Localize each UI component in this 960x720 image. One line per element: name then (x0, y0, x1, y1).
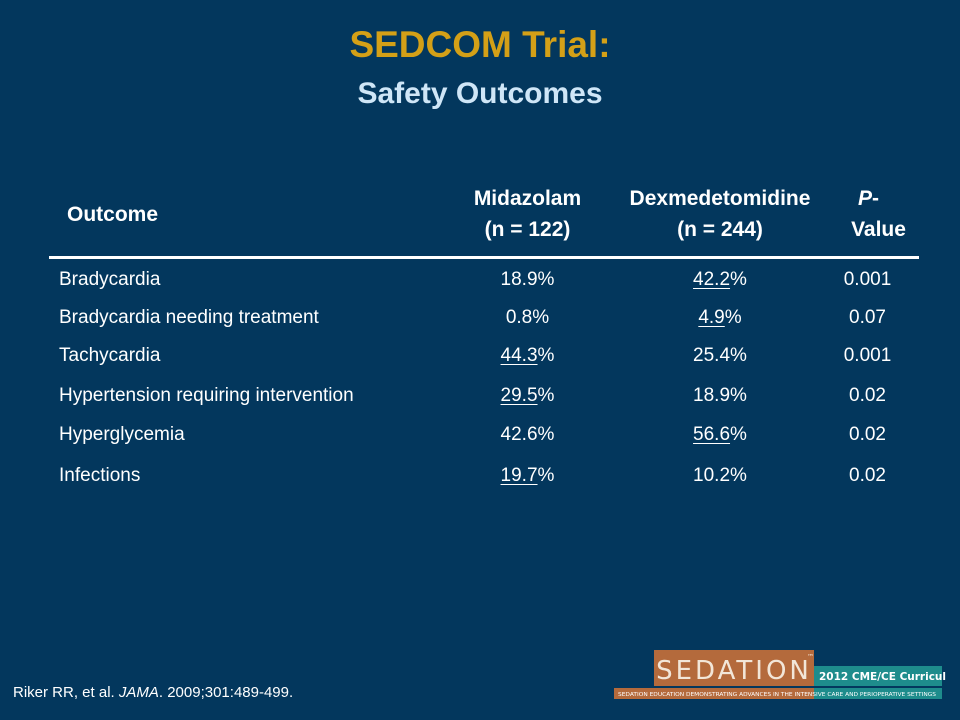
cell-dexmedetomidine-percent: % (730, 465, 747, 486)
header-dexmedetomidine: Dexmedetomidine (n = 244) (620, 183, 820, 245)
cell-dexmedetomidine-percent: % (730, 385, 747, 406)
logo-tagline-box-left (614, 688, 814, 699)
header-rule (49, 256, 919, 259)
cell-midazolam: 18.9% (440, 265, 615, 295)
citation-journal: JAMA (118, 684, 159, 701)
logo-tag-text: 2012 CME/CE Curriculum (819, 671, 946, 683)
table-row: Bradycardia needing treatment 0.8% 4.9% 0.0… (0, 303, 960, 333)
cell-p-value: 0.07 (849, 307, 886, 328)
header-outcome: Outcome (67, 203, 159, 226)
table-row: Hypertension requiring intervention 29.5%… (0, 381, 960, 411)
cell-outcome: Bradycardia (59, 269, 161, 290)
citation-details: . 2009;301:489-499. (158, 684, 294, 701)
cell-dexmedetomidine: 56.6% (620, 420, 820, 450)
cell-dexmedetomidine-number: 18.9 (693, 385, 731, 406)
cell-midazolam-number: 19.7 (500, 465, 538, 486)
cell-dexmedetomidine: 4.9% (620, 303, 820, 333)
cell-midazolam-percent: % (537, 465, 555, 486)
cell-midazolam: 44.3% (440, 341, 615, 371)
cell-midazolam-percent: % (537, 345, 555, 366)
logo-tag-box (814, 666, 942, 686)
cell-dexmedetomidine-number: 25.4 (693, 345, 731, 366)
cell-midazolam: 29.5% (440, 381, 615, 411)
cell-midazolam-number: 0.8 (505, 307, 533, 328)
table-row: Tachycardia 44.3% 25.4% 0.001 (0, 341, 960, 371)
cell-dexmedetomidine: 18.9% (620, 381, 820, 411)
cell-p-value: 0.02 (849, 465, 886, 486)
cell-dexmedetomidine-number: 56.6 (693, 424, 731, 445)
cell-dexmedetomidine: 10.2% (620, 461, 820, 491)
cell-dexmedetomidine-number: 10.2 (693, 465, 731, 486)
cell-dexmedetomidine-percent: % (730, 424, 747, 445)
citation-authors: Riker RR, et al. (13, 684, 119, 701)
cell-midazolam: 0.8% (440, 303, 615, 333)
cell-midazolam-percent: % (532, 307, 550, 328)
cell-midazolam-percent: % (537, 269, 555, 290)
cell-midazolam-number: 44.3 (500, 345, 538, 366)
cell-p-value: 0.02 (849, 424, 886, 445)
cell-p-value: 0.001 (843, 269, 892, 290)
logo-tagline-box-right (814, 688, 942, 699)
header-midazolam-name: Midazolam (473, 187, 582, 210)
cell-dexmedetomidine-percent: % (730, 269, 747, 290)
cell-midazolam-number: 29.5 (500, 385, 538, 406)
cell-dexmedetomidine-percent: % (730, 345, 747, 366)
header-midazolam-n: (n = 122) (484, 218, 571, 241)
cell-dexmedetomidine: 25.4% (620, 341, 820, 371)
header-dex-n: (n = 244) (677, 218, 763, 241)
cell-midazolam-percent: % (537, 385, 555, 406)
cell-midazolam-number: 42.6 (500, 424, 538, 445)
table-row: Bradycardia 18.9% 42.2% 0.001 (0, 265, 960, 295)
cell-dexmedetomidine-percent: % (724, 307, 742, 328)
cell-outcome: Bradycardia needing treatment (59, 307, 319, 328)
logo-brand-box (654, 650, 814, 686)
header-p-value: P- Value (828, 183, 923, 245)
cell-p-value: 0.02 (849, 385, 886, 406)
cell-midazolam: 42.6% (440, 420, 615, 450)
slide-subtitle: Safety Outcomes (357, 77, 603, 110)
cell-dexmedetomidine-number: 42.2 (693, 269, 731, 290)
cell-outcome: Tachycardia (59, 345, 161, 366)
logo-tagline-text: SEDATION EDUCATION DEMONSTRATING ADVANCE… (618, 692, 936, 698)
table-row: Infections 19.7% 10.2% 0.02 (0, 461, 960, 491)
cell-dexmedetomidine: 42.2% (620, 265, 820, 295)
cell-dexmedetomidine-number: 4.9 (698, 307, 725, 328)
cell-p-value: 0.001 (843, 345, 892, 366)
table-row: Hyperglycemia 42.6% 56.6% 0.02 (0, 420, 960, 450)
header-p-line2: Value (851, 218, 906, 241)
cell-midazolam-number: 18.9 (500, 269, 538, 290)
header-dex-name: Dexmedetomidine (629, 187, 811, 210)
cell-outcome: Hypertension requiring intervention (59, 385, 354, 406)
cell-midazolam-percent: % (537, 424, 555, 445)
cell-outcome: Infections (59, 465, 141, 486)
header-midazolam: Midazolam (n = 122) (440, 183, 615, 245)
sedation-logo: SEDATION ™ 2012 CME/CE Curriculum SEDATI… (614, 650, 946, 699)
logo-tm: ™ (807, 653, 814, 661)
slide-title: SEDCOM Trial: (349, 24, 611, 65)
citation: Riker RR, et al. JAMA. 2009;301:489-499. (13, 683, 293, 703)
cell-midazolam: 19.7% (440, 461, 615, 491)
cell-outcome: Hyperglycemia (59, 424, 185, 445)
header-p-line1: P- (858, 187, 880, 210)
logo-brand-text: SEDATION (656, 656, 812, 686)
